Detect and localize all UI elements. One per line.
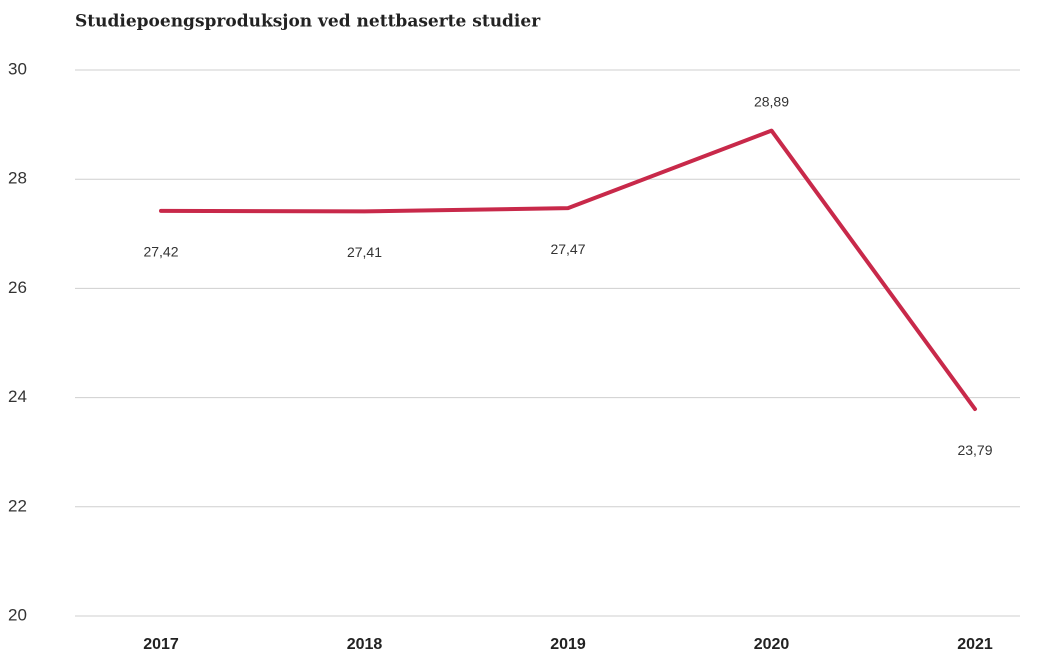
data-line — [159, 128, 977, 412]
x-tick-label: 2018 — [347, 636, 383, 653]
data-label: 28,89 — [754, 93, 789, 109]
y-tick-label: 28 — [8, 169, 27, 188]
y-tick-label: 30 — [8, 59, 27, 78]
x-tick-label: 2019 — [550, 636, 586, 653]
data-label: 27,42 — [143, 244, 178, 260]
y-tick-label: 26 — [8, 278, 27, 297]
y-tick-label: 22 — [8, 496, 27, 515]
x-tick-label: 2020 — [754, 636, 790, 653]
y-tick-label: 24 — [8, 387, 27, 406]
x-tick-label: 2021 — [957, 636, 993, 653]
data-label: 27,41 — [347, 244, 382, 260]
chart-title: Studiepoengsproduksjon ved nettbaserte s… — [75, 12, 541, 32]
data-label: 23,79 — [957, 442, 992, 458]
data-label: 27,47 — [550, 241, 585, 257]
x-tick-label: 2017 — [143, 636, 179, 653]
y-tick-label: 20 — [8, 605, 27, 624]
